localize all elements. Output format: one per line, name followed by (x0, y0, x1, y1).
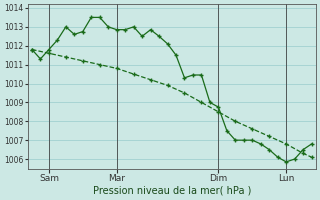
X-axis label: Pression niveau de la mer( hPa ): Pression niveau de la mer( hPa ) (92, 186, 251, 196)
